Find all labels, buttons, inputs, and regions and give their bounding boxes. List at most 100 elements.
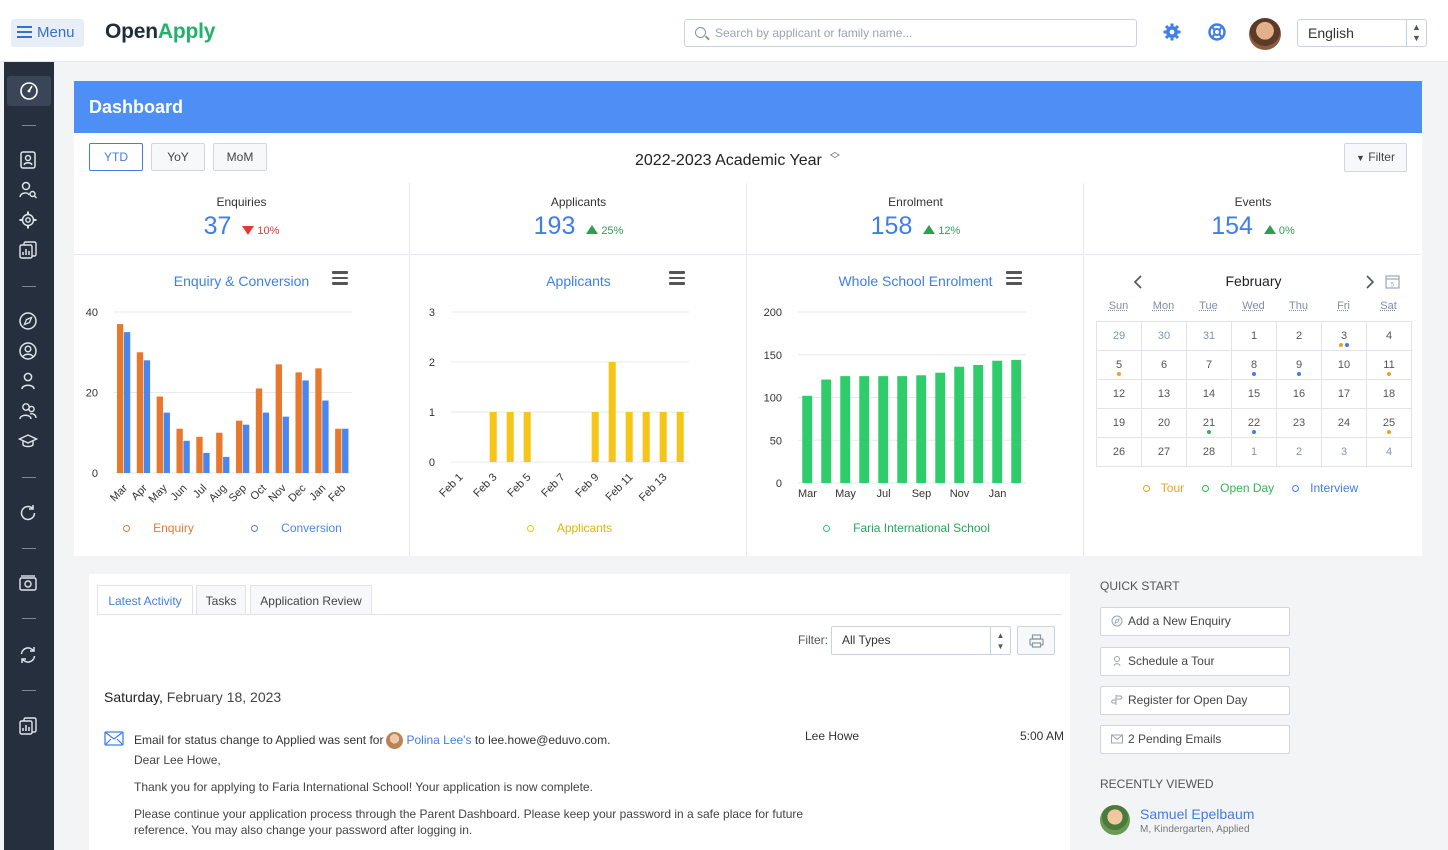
sidebar-analytics[interactable] bbox=[4, 711, 54, 741]
calendar-day[interactable]: 24 bbox=[1321, 408, 1367, 438]
sidebar-divider bbox=[22, 125, 36, 126]
app-logo[interactable]: OpenApply bbox=[105, 20, 215, 44]
sidebar-enquiries[interactable] bbox=[4, 145, 54, 175]
academic-year-selector[interactable]: 2022-2023 Academic Year ︿ ﹀ bbox=[635, 148, 840, 170]
pending-emails-button[interactable]: 2 Pending Emails bbox=[1100, 725, 1290, 754]
calendar-day[interactable]: 31 bbox=[1186, 321, 1232, 351]
legend-school[interactable]: Faria International School bbox=[823, 521, 1008, 535]
chart-menu-icon[interactable] bbox=[1006, 271, 1022, 285]
user-avatar[interactable] bbox=[1249, 18, 1281, 50]
calendar-day[interactable]: 18 bbox=[1366, 379, 1412, 409]
envelope-icon bbox=[104, 731, 124, 746]
legend-conversion[interactable]: Conversion bbox=[251, 521, 360, 535]
sidebar-sync[interactable] bbox=[4, 640, 54, 670]
page-title: Dashboard bbox=[74, 81, 1422, 133]
calendar-day[interactable]: 8 bbox=[1231, 350, 1277, 380]
calendar-day[interactable]: 22 bbox=[1231, 408, 1277, 438]
sidebar-students[interactable] bbox=[4, 426, 54, 456]
calendar-day[interactable]: 27 bbox=[1141, 437, 1187, 467]
sidebar-reports[interactable] bbox=[4, 235, 54, 265]
calendar-day[interactable]: 23 bbox=[1276, 408, 1322, 438]
activity-type-select[interactable]: All Types ▲ ▼ bbox=[831, 626, 1011, 655]
calendar-day[interactable]: 4 bbox=[1366, 437, 1412, 467]
stat-events[interactable]: Events 154 0% bbox=[1085, 183, 1421, 255]
calendar-day[interactable]: 2 bbox=[1276, 321, 1322, 351]
chart-plot: 0 1 2 3 Feb 1 Feb 3 Feb 5 Feb 7 Feb 9 Feb 11 Feb 1… bbox=[429, 307, 689, 504]
filter-button[interactable]: ▼ Filter bbox=[1344, 143, 1407, 172]
calendar-day[interactable]: 10 bbox=[1321, 350, 1367, 380]
stat-applicants[interactable]: Applicants 193 25% bbox=[411, 183, 747, 255]
stat-enrolment[interactable]: Enrolment 158 12% bbox=[748, 183, 1084, 255]
calendar-day[interactable]: 15 bbox=[1231, 379, 1277, 409]
calendar-day[interactable]: 29 bbox=[1096, 321, 1142, 351]
legend-enquiry[interactable]: Enquiry bbox=[123, 521, 212, 535]
calendar-day[interactable]: 14 bbox=[1186, 379, 1232, 409]
period-ytd-button[interactable]: YTD bbox=[89, 143, 143, 171]
register-open-day-button[interactable]: Register for Open Day bbox=[1100, 686, 1290, 715]
applicant-link[interactable]: Polina Lee's bbox=[406, 733, 472, 747]
tab-application-review[interactable]: Application Review bbox=[250, 585, 372, 615]
sidebar-families[interactable] bbox=[4, 396, 54, 426]
calendar-day[interactable]: 16 bbox=[1276, 379, 1322, 409]
sidebar-applicants[interactable] bbox=[4, 366, 54, 396]
printer-icon bbox=[1029, 634, 1044, 648]
sidebar-settings[interactable] bbox=[4, 205, 54, 235]
calendar-icon[interactable]: 5 bbox=[1385, 274, 1400, 289]
sidebar-refresh[interactable] bbox=[4, 498, 54, 528]
gear-icon[interactable] bbox=[1162, 22, 1182, 42]
legend-applicants[interactable]: Applicants bbox=[526, 521, 630, 535]
calendar-day[interactable]: 3 bbox=[1321, 437, 1367, 467]
tab-tasks[interactable]: Tasks bbox=[196, 585, 246, 615]
search-input[interactable]: Search by applicant or family name... bbox=[684, 19, 1137, 47]
legend-openday[interactable]: Open Day bbox=[1202, 481, 1280, 495]
chevron-left-icon[interactable] bbox=[1133, 275, 1143, 289]
legend-tour[interactable]: Tour bbox=[1142, 481, 1190, 495]
calendar-day[interactable]: 9 bbox=[1276, 350, 1322, 380]
calendar-day[interactable]: 11 bbox=[1366, 350, 1412, 380]
calendar-day[interactable]: 1 bbox=[1231, 321, 1277, 351]
calendar-day[interactable]: 28 bbox=[1186, 437, 1232, 467]
calendar-day[interactable]: 19 bbox=[1096, 408, 1142, 438]
sidebar-dashboard[interactable] bbox=[7, 76, 51, 106]
calendar-day[interactable]: 17 bbox=[1321, 379, 1367, 409]
calendar-day[interactable]: 2 bbox=[1276, 437, 1322, 467]
help-icon[interactable] bbox=[1207, 22, 1227, 42]
stat-enquiries[interactable]: Enquiries 37 10% bbox=[74, 183, 410, 255]
schedule-tour-button[interactable]: Schedule a Tour bbox=[1100, 647, 1290, 676]
recent-student-link[interactable]: Samuel Epelbaum bbox=[1140, 806, 1255, 822]
calendar-day[interactable]: 5 bbox=[1096, 350, 1142, 380]
x-tick-label: Dec bbox=[286, 482, 309, 505]
calendar-day[interactable]: 7 bbox=[1186, 350, 1232, 380]
sidebar-media[interactable] bbox=[4, 568, 54, 598]
chart-menu-icon[interactable] bbox=[669, 271, 685, 285]
calendar-day[interactable]: 30 bbox=[1141, 321, 1187, 351]
calendar-day[interactable]: 6 bbox=[1141, 350, 1187, 380]
tab-latest-activity[interactable]: Latest Activity bbox=[97, 585, 193, 615]
event-dot bbox=[1339, 343, 1343, 347]
period-yoy-button[interactable]: YoY bbox=[151, 143, 205, 171]
calendar-day[interactable]: 13 bbox=[1141, 379, 1187, 409]
calendar-day[interactable]: 20 bbox=[1141, 408, 1187, 438]
period-mom-button[interactable]: MoM bbox=[213, 143, 267, 171]
calendar-day[interactable]: 26 bbox=[1096, 437, 1142, 467]
chart-menu-icon[interactable] bbox=[332, 271, 348, 285]
calendar-weekdays: Sun Mon Tue Wed Thu Fri Sat bbox=[1096, 300, 1411, 312]
calendar-day[interactable]: 12 bbox=[1096, 379, 1142, 409]
calendar-day[interactable]: 1 bbox=[1231, 437, 1277, 467]
print-button[interactable] bbox=[1017, 626, 1055, 655]
menu-button[interactable]: Menu bbox=[11, 19, 84, 47]
sidebar-compass[interactable] bbox=[4, 306, 54, 336]
legend-interview[interactable]: Interview bbox=[1292, 481, 1364, 495]
x-tick-label: May bbox=[835, 488, 856, 500]
sidebar-profile[interactable] bbox=[4, 336, 54, 366]
calendar-day[interactable]: 21 bbox=[1186, 408, 1232, 438]
chevron-right-icon[interactable] bbox=[1365, 275, 1375, 289]
sidebar-applicant-search[interactable] bbox=[4, 175, 54, 205]
recent-avatar[interactable] bbox=[1100, 805, 1130, 835]
calendar-day[interactable]: 25 bbox=[1366, 408, 1412, 438]
calendar-day[interactable]: 3 bbox=[1321, 321, 1367, 351]
add-enquiry-button[interactable]: Add a New Enquiry bbox=[1100, 607, 1290, 636]
graduation-cap-icon bbox=[18, 434, 38, 448]
language-select[interactable]: English ▲ ▼ bbox=[1297, 19, 1427, 47]
calendar-day[interactable]: 4 bbox=[1366, 321, 1412, 351]
